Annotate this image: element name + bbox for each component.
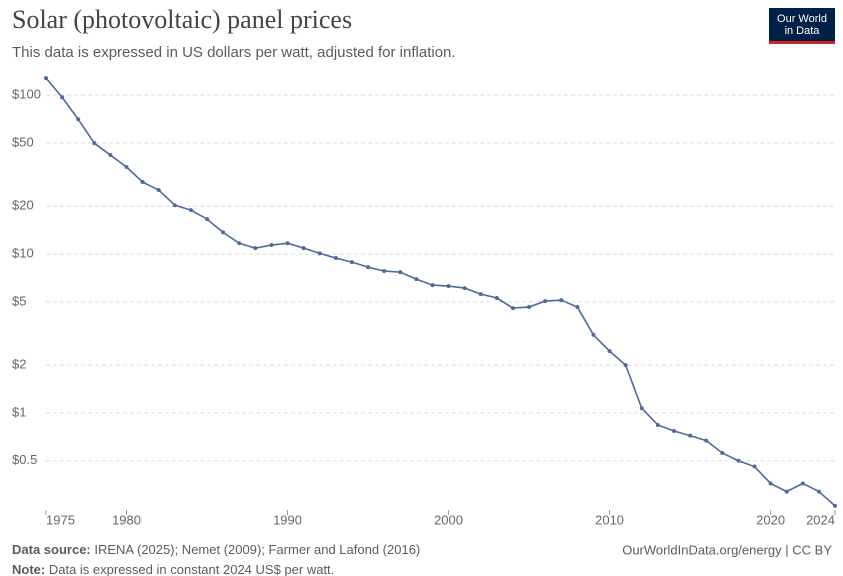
note: Note: Data is expressed in constant 2024… [12,562,334,576]
x-tick-label: 2000 [434,512,463,527]
point [704,438,709,443]
point [333,256,338,261]
chart-title: Solar (photovoltaic) panel prices [12,5,352,34]
logo[interactable]: Our World in Data [769,8,835,44]
point [430,283,435,288]
point [720,450,725,455]
point [655,422,660,427]
point [156,188,161,193]
point [253,246,258,251]
point [671,428,676,433]
point [510,306,515,311]
source-text: IRENA (2025); Nemet (2009); Farmer and L… [94,542,420,557]
note-label: Note: [12,562,45,576]
point [478,292,483,297]
point [462,286,467,291]
point [446,284,451,289]
point [349,260,354,265]
x-tick-label: 2020 [756,512,785,527]
logo-bar [769,41,835,44]
y-tick-label: $100 [12,87,41,102]
point [398,270,403,275]
x-tick-label: 2010 [595,512,624,527]
x-tick-label: 1980 [112,512,141,527]
point [92,141,97,146]
point [575,305,580,310]
point [188,208,193,213]
point [639,406,644,411]
y-tick-label: $10 [12,246,34,261]
point [108,153,113,158]
point [688,433,693,438]
point [269,243,274,248]
point [44,76,48,81]
y-tick-label: $0.5 [12,452,37,467]
point [623,363,628,368]
point [76,117,81,122]
source: Data source: IRENA (2025); Nemet (2009);… [12,542,420,557]
point [60,95,65,100]
x-tick-label: 1975 [46,512,75,527]
y-tick-label: $20 [12,198,34,213]
point [607,349,612,354]
point [494,296,499,301]
point [301,246,306,251]
point [816,489,821,494]
point [784,489,789,494]
point [527,305,532,310]
point [382,269,387,274]
point [221,230,226,235]
point [140,180,145,185]
point [205,217,210,222]
point [366,265,371,270]
point [559,298,564,303]
source-label: Data source: [12,542,91,557]
url[interactable]: OurWorldInData.org/energy | CC BY [622,542,832,557]
logo-text: Our World [777,13,827,25]
line [45,77,836,507]
point [172,203,177,208]
point [285,241,290,246]
point [752,464,757,469]
point [768,481,773,486]
y-tick-label: $5 [12,293,26,308]
note-text: Data is expressed in constant 2024 US$ p… [49,562,334,576]
y-tick-label: $2 [12,357,26,372]
y-tick-label: $1 [12,404,26,419]
point [237,241,242,246]
point [124,165,129,170]
x-tick-label: 1990 [273,512,302,527]
y-tick-label: $50 [12,134,34,149]
point [800,481,805,486]
point [736,458,741,463]
logo-text: in Data [785,25,821,37]
x-tick-label: 2024 [806,512,835,527]
subtitle: This data is expressed in US dollars per… [12,44,456,61]
point [414,277,419,282]
point [591,332,596,337]
point [543,299,548,304]
logo-box [769,8,835,44]
point [317,251,322,256]
point [833,503,837,508]
